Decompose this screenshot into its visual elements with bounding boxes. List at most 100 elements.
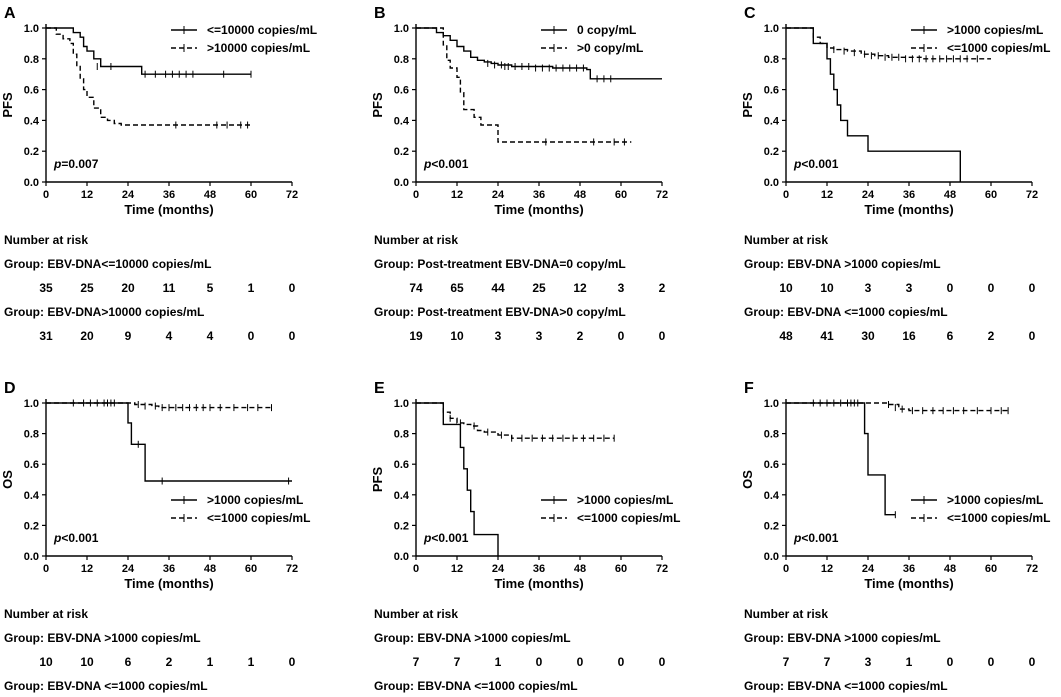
risk-count: 3 (536, 329, 543, 343)
x-axis-title: Time (months) (494, 576, 583, 591)
x-tick-label: 48 (204, 563, 216, 575)
x-tick-label: 72 (1026, 563, 1038, 575)
risk-heading: Number at risk (744, 233, 828, 247)
risk-count: 3 (618, 281, 625, 295)
risk-count: 41 (820, 329, 834, 343)
risk-count: 0 (1029, 329, 1036, 343)
y-tick-label: 1.0 (764, 398, 779, 410)
y-tick-label: 0.6 (764, 85, 779, 97)
risk-count: 12 (573, 281, 587, 295)
x-tick-label: 12 (821, 563, 833, 575)
risk-count: 0 (1029, 655, 1036, 669)
risk-count: 11 (163, 281, 176, 295)
panel-label: A (4, 5, 16, 22)
y-tick-label: 0.8 (764, 429, 779, 441)
x-tick-label: 12 (81, 563, 93, 575)
y-axis-title: OS (0, 470, 15, 489)
risk-count: 1 (248, 281, 255, 295)
x-tick-label: 60 (985, 189, 997, 201)
y-tick-label: 0.0 (764, 551, 779, 563)
x-tick-label: 0 (43, 563, 49, 575)
legend-label: >1000 copies/mL (947, 23, 1043, 37)
risk-count: 1 (248, 655, 255, 669)
x-tick-label: 60 (245, 189, 257, 201)
x-tick-label: 48 (204, 189, 216, 201)
risk-count: 3 (495, 329, 502, 343)
y-axis-title: PFS (0, 92, 15, 118)
p-value-number: <0.001 (801, 157, 838, 171)
p-value-symbol: p (53, 531, 61, 545)
y-tick-label: 0.2 (24, 520, 39, 532)
x-axis-title: Time (months) (124, 202, 213, 217)
risk-group-label: Group: Post-treatment EBV-DNA=0 copy/mL (374, 257, 626, 271)
risk-count: 7 (413, 655, 420, 669)
panel-label: B (374, 5, 386, 22)
x-tick-label: 60 (615, 189, 627, 201)
risk-count: 4 (166, 329, 173, 343)
p-value-symbol: p (793, 157, 801, 171)
x-tick-label: 48 (944, 189, 956, 201)
risk-count: 10 (779, 281, 793, 295)
risk-count: 65 (450, 281, 464, 295)
risk-count: 10 (450, 329, 464, 343)
risk-heading: Number at risk (4, 607, 88, 621)
y-tick-label: 0.2 (394, 520, 409, 532)
legend-label: <=1000 copies/mL (207, 511, 310, 525)
x-tick-label: 72 (286, 189, 298, 201)
x-tick-label: 24 (122, 189, 135, 201)
p-value-symbol: p (793, 531, 801, 545)
y-tick-label: 0.6 (394, 85, 409, 97)
risk-count: 48 (779, 329, 793, 343)
risk-count: 0 (289, 281, 296, 295)
risk-group-label: Group: EBV-DNA >1000 copies/mL (374, 631, 571, 645)
risk-count: 0 (988, 655, 995, 669)
risk-group-label: Group: Post-treatment EBV-DNA>0 copy/mL (374, 305, 626, 319)
y-tick-label: 0.2 (394, 146, 409, 158)
km-curve-solid (46, 402, 292, 482)
x-tick-label: 0 (413, 563, 419, 575)
risk-count: 7 (783, 655, 790, 669)
x-axis-title: Time (months) (124, 576, 213, 591)
risk-count: 31 (39, 329, 53, 343)
risk-heading: Number at risk (374, 233, 458, 247)
risk-count: 3 (906, 281, 913, 295)
risk-count: 9 (125, 329, 132, 343)
p-value: p=0.007 (53, 157, 99, 171)
risk-group-label: Group: EBV-DNA <=1000 copies/mL (4, 679, 208, 693)
legend-label: >10000 copies/mL (207, 41, 310, 55)
legend-label: >1000 copies/mL (577, 493, 673, 507)
x-tick-label: 36 (533, 563, 545, 575)
km-curve-solid (786, 27, 961, 182)
risk-count: 0 (659, 655, 666, 669)
risk-count: 0 (618, 655, 625, 669)
y-tick-label: 0.0 (764, 177, 779, 189)
y-tick-label: 0.8 (764, 54, 779, 66)
y-tick-label: 0.4 (24, 490, 40, 502)
risk-count: 20 (121, 281, 135, 295)
y-tick-label: 0.0 (24, 551, 39, 563)
risk-group-label: Group: EBV-DNA <=1000 copies/mL (744, 679, 948, 693)
x-tick-label: 24 (492, 189, 505, 201)
p-value-symbol: p (53, 157, 61, 171)
risk-count: 2 (659, 281, 666, 295)
risk-heading: Number at risk (744, 607, 828, 621)
risk-count: 0 (988, 281, 995, 295)
legend-label: <=1000 copies/mL (577, 511, 680, 525)
risk-count: 19 (409, 329, 423, 343)
x-tick-label: 36 (163, 563, 175, 575)
risk-count: 25 (532, 281, 546, 295)
y-axis-title: OS (740, 470, 755, 489)
km-curve-solid (416, 402, 499, 556)
x-tick-label: 24 (862, 563, 875, 575)
risk-count: 6 (947, 329, 954, 343)
y-tick-label: 0.2 (764, 520, 779, 532)
legend-label: <=1000 copies/mL (947, 511, 1050, 525)
panel-f: F 0.0 0.2 0.4 0.6 0.8 1.0 0 12 24 36 48 60 72 Time (mo… (740, 380, 1050, 693)
x-tick-label: 72 (656, 563, 668, 575)
risk-count: 0 (289, 329, 296, 343)
risk-count: 20 (80, 329, 94, 343)
risk-count: 2 (577, 329, 584, 343)
x-tick-label: 12 (81, 189, 93, 201)
x-tick-label: 36 (533, 189, 545, 201)
